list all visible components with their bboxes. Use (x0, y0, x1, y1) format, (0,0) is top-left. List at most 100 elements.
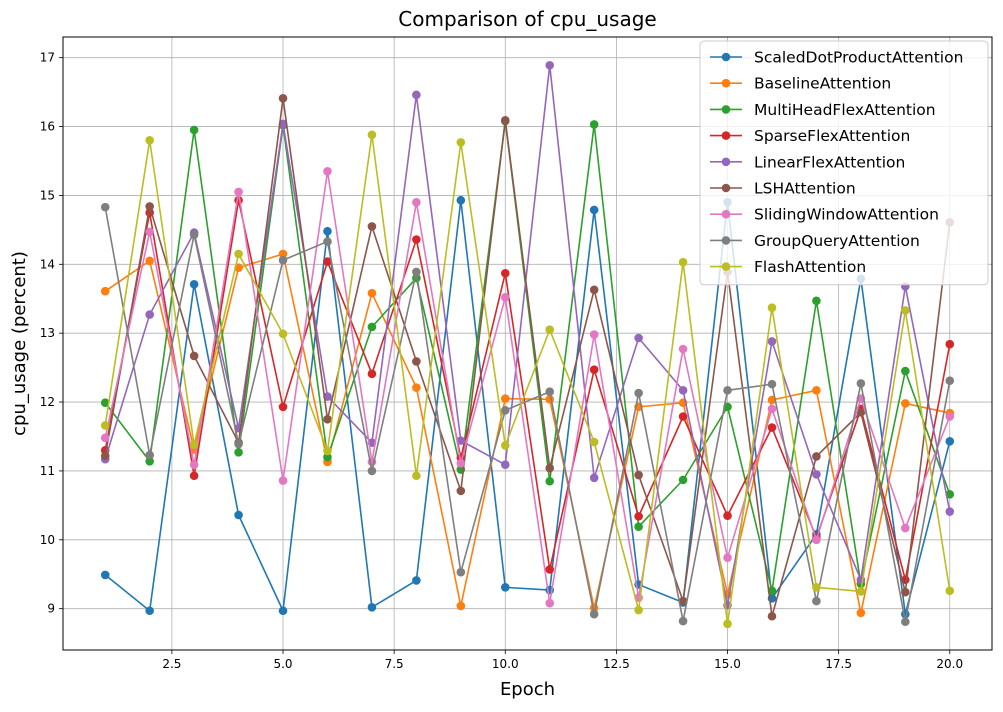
data-point (278, 606, 288, 616)
data-point (323, 167, 332, 176)
data-point (545, 325, 555, 335)
data-point (100, 421, 110, 430)
data-point (100, 286, 110, 296)
data-point (901, 609, 910, 619)
data-point (456, 567, 466, 577)
data-point (589, 285, 599, 295)
data-point (100, 433, 110, 443)
data-point (678, 344, 688, 354)
data-point (234, 439, 243, 449)
data-point (634, 605, 643, 615)
x-tick-label: 7.5 (385, 657, 404, 671)
legend-item: ScaledDotProductAttention (710, 49, 963, 67)
series-FlashAttention (100, 130, 955, 629)
data-point (500, 268, 510, 278)
legend-box (699, 40, 989, 286)
data-point (278, 329, 288, 339)
legend-item: SparseFlexAttention (710, 127, 910, 145)
data-point (856, 608, 866, 618)
data-point (634, 470, 643, 480)
x-tick-label: 20.0 (936, 657, 963, 671)
data-point (189, 230, 199, 239)
data-point (723, 511, 732, 520)
legend-marker (721, 262, 731, 271)
data-point (589, 330, 599, 339)
y-tick-label: 13 (40, 326, 55, 340)
y-tick-label: 17 (40, 51, 55, 65)
legend-marker (721, 236, 731, 245)
data-point (189, 279, 199, 289)
data-point (456, 436, 466, 445)
data-point (323, 237, 332, 246)
data-point (234, 448, 243, 457)
series-line (104, 134, 951, 625)
legend: ScaledDotProductAttention BaselineAttenti… (699, 40, 989, 286)
data-point (234, 510, 243, 520)
data-point (901, 523, 910, 533)
data-point (812, 535, 821, 545)
data-point (323, 446, 332, 456)
data-point (323, 452, 332, 462)
data-point (100, 398, 110, 408)
data-point (812, 596, 821, 606)
y-tick-label: 10 (40, 533, 55, 547)
legend-marker (721, 157, 731, 167)
data-point (589, 120, 599, 129)
data-point (145, 136, 154, 145)
data-point (412, 471, 421, 481)
legend-marker (721, 183, 731, 193)
data-point (901, 306, 910, 315)
data-point (500, 116, 510, 125)
legend-label: BaselineAttention (754, 75, 891, 93)
data-point (589, 609, 599, 619)
data-point (412, 383, 421, 392)
chart-title: Comparison of cpu_usage (398, 7, 656, 31)
data-point (367, 288, 377, 298)
data-point (100, 570, 110, 580)
data-point (456, 138, 466, 147)
data-point (545, 598, 555, 608)
data-point (767, 611, 777, 621)
data-point (945, 507, 955, 516)
data-point (412, 576, 421, 585)
data-point (545, 565, 555, 574)
legend-item: SlidingWindowAttention (710, 206, 939, 224)
data-point (589, 473, 599, 483)
data-point (634, 333, 643, 343)
data-point (500, 460, 510, 470)
data-point (812, 386, 821, 395)
x-tick-label: 17.5 (825, 657, 852, 671)
legend-label: GroupQueryAttention (754, 232, 920, 250)
legend-label: ScaledDotProductAttention (754, 49, 963, 67)
data-point (678, 257, 688, 267)
data-point (856, 587, 866, 596)
data-point (145, 450, 154, 460)
data-point (500, 293, 510, 302)
data-point (278, 94, 288, 103)
legend-item: LSHAttention (710, 180, 856, 198)
series-GroupQueryAttention (100, 202, 955, 627)
data-point (589, 205, 599, 215)
data-point (812, 452, 821, 461)
data-point (634, 522, 643, 532)
series-line (104, 170, 951, 604)
data-point (189, 125, 199, 135)
legend-item: LinearFlexAttention (710, 153, 905, 171)
data-point (634, 512, 643, 521)
data-point (723, 619, 732, 629)
x-tick-label: 12.5 (603, 657, 630, 671)
data-point (412, 357, 421, 366)
data-point (145, 310, 154, 319)
x-axis-label: Epoch (500, 679, 555, 700)
series-line (104, 206, 951, 623)
y-axis-label: cpu_usage (percent) (9, 251, 30, 436)
data-point (945, 490, 955, 499)
data-point (278, 255, 288, 265)
data-point (367, 130, 377, 140)
data-point (456, 195, 466, 205)
legend-item: GroupQueryAttention (710, 232, 920, 250)
data-point (456, 486, 466, 496)
data-point (500, 394, 510, 403)
legend-item: BaselineAttention (710, 75, 891, 93)
